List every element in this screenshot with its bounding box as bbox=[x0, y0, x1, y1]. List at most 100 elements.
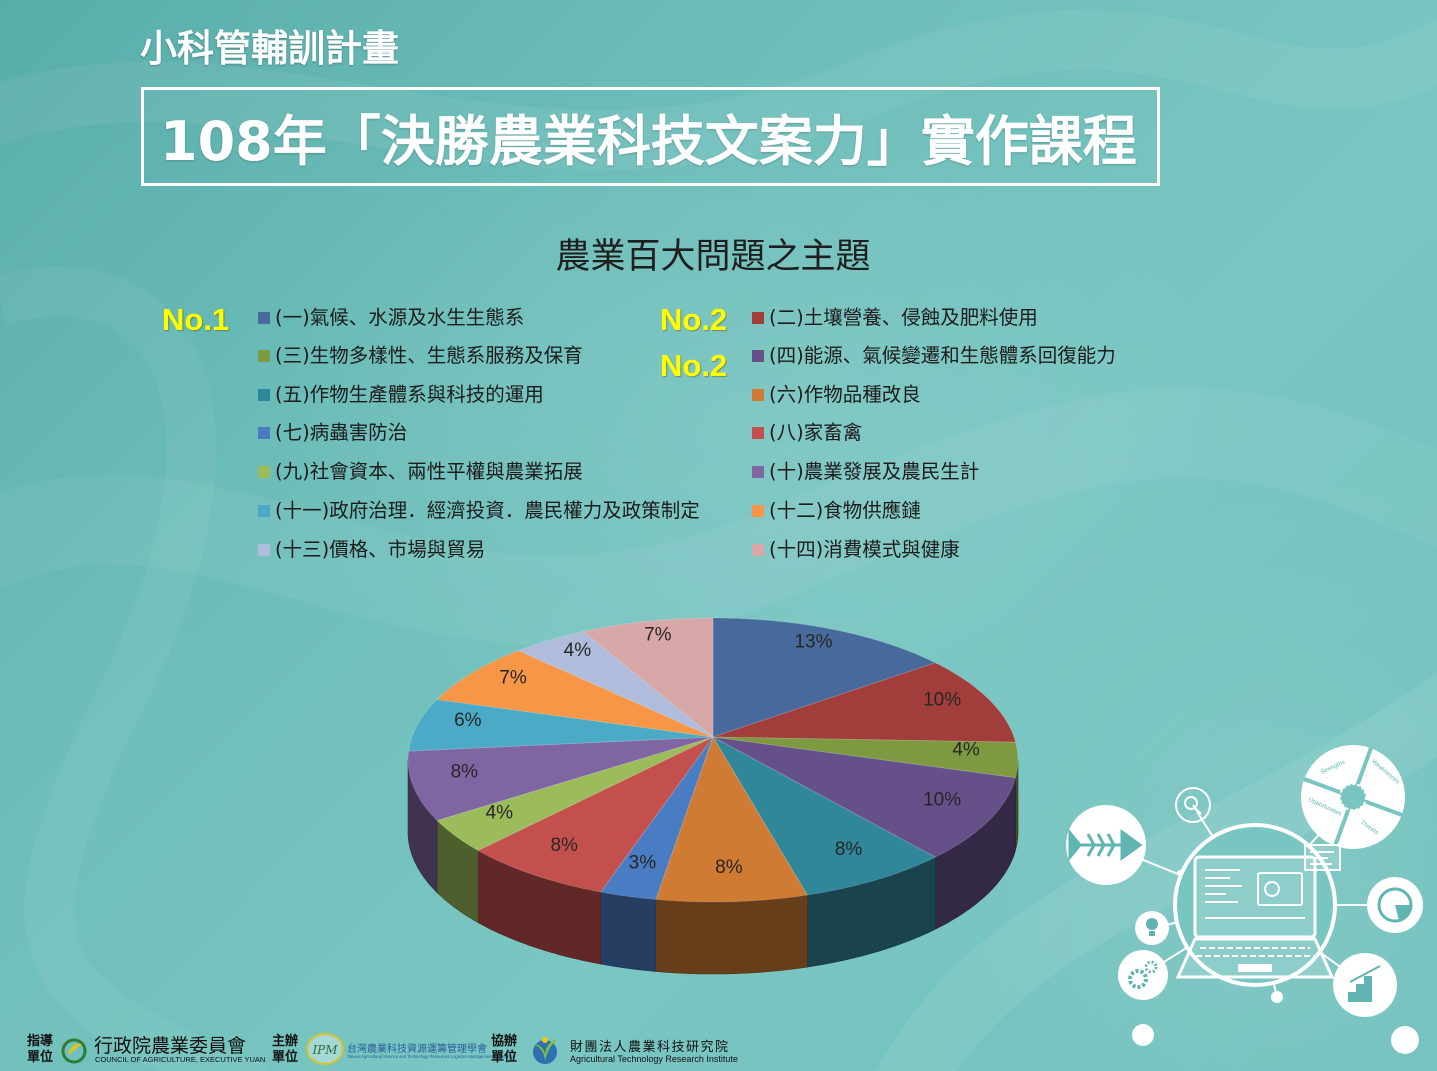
fish-head bbox=[1120, 829, 1143, 861]
legend-item: (十)農業發展及農民生計 bbox=[752, 461, 979, 483]
pie-slice-side-6 bbox=[655, 894, 808, 975]
legend-swatch bbox=[752, 505, 764, 517]
legend-label: (八)家畜禽 bbox=[769, 421, 863, 444]
magnifier-icon bbox=[1175, 787, 1211, 823]
magnifier-lens bbox=[1184, 796, 1198, 810]
fish-rib bbox=[1096, 833, 1106, 846]
pie-slice-5 bbox=[711, 735, 937, 896]
gear-large bbox=[1128, 969, 1148, 989]
pie-slice-9 bbox=[436, 736, 714, 851]
co-organizer-role: 協辦 單位 bbox=[491, 1034, 521, 1066]
supervisor-name-en: COUNCIL OF AGRICULTURE, EXECUTIVE YUAN bbox=[95, 1055, 266, 1064]
course-title: 108年「決勝農業科技文案力」實作課程 bbox=[160, 110, 1137, 173]
legend-swatch bbox=[258, 389, 270, 401]
fish-rib bbox=[1086, 844, 1096, 857]
swot-center-gear bbox=[1339, 783, 1367, 811]
pie-slices bbox=[407, 617, 1019, 903]
legend-item: (十四)消費模式與健康 bbox=[752, 539, 960, 561]
fishbone-icon bbox=[1066, 805, 1146, 885]
pie-slice-12 bbox=[436, 650, 714, 738]
role-label: 單位 bbox=[272, 1050, 299, 1065]
legend-item: (五)作物生產體系與科技的運用 bbox=[258, 384, 544, 406]
organizer-name-en: Taiwan Agricultural Science and Technolo… bbox=[347, 1054, 515, 1059]
pie-icon-wedge bbox=[1395, 905, 1411, 921]
council-logo bbox=[61, 1038, 87, 1064]
legend-item: (七)病蟲害防治 bbox=[258, 422, 407, 444]
legend-swatch bbox=[258, 350, 270, 362]
fish-rib bbox=[1106, 844, 1116, 857]
legend-label: (二)土壤營養、侵蝕及肥料使用 bbox=[769, 306, 1038, 329]
legend-item: (十二)食物供應鏈 bbox=[752, 500, 921, 522]
laptop-icon bbox=[1173, 823, 1337, 987]
legend-swatch bbox=[258, 466, 270, 478]
legend-swatch bbox=[258, 544, 270, 556]
co-organizer-name: 財團法人農業科技研究院 bbox=[570, 1040, 730, 1055]
pie-data-label: 6% bbox=[454, 710, 482, 731]
legend-label: (十四)消費模式與健康 bbox=[769, 538, 960, 561]
bulb-glass bbox=[1146, 918, 1158, 930]
legend-swatch bbox=[752, 350, 764, 362]
fish-skeleton bbox=[1068, 828, 1143, 862]
pie-data-label: 8% bbox=[835, 839, 863, 860]
gears-circle bbox=[1118, 950, 1168, 1000]
pie-data-label: 8% bbox=[550, 835, 578, 856]
pie-slice-6 bbox=[655, 736, 808, 903]
organizer-role: 主辦 單位 bbox=[272, 1034, 302, 1066]
chart-arrow bbox=[1349, 965, 1381, 983]
pie-chart: 13% 10% 4% 10% 8% 8% 3% 8% 4% 8% 6% 7% 4% 7% bbox=[407, 617, 1019, 975]
document-card-icon bbox=[1304, 844, 1341, 871]
gears-icon bbox=[1118, 950, 1168, 1000]
screen-lines bbox=[1205, 869, 1305, 919]
pie-slice-3 bbox=[712, 736, 1019, 779]
legend-swatch bbox=[752, 466, 764, 478]
legend-swatch bbox=[258, 312, 270, 324]
legend-item: (二)土壤營養、侵蝕及肥料使用 bbox=[752, 307, 1038, 329]
legend-item: (三)生物多樣性、生態系服務及保育 bbox=[258, 345, 583, 367]
pie-slice-2 bbox=[712, 662, 1017, 743]
legend-label: (七)病蟲害防治 bbox=[275, 421, 408, 444]
logo-ring bbox=[306, 1033, 344, 1065]
role-label: 指導 bbox=[27, 1034, 54, 1049]
pie-data-label: 8% bbox=[715, 857, 743, 878]
pie-slice-8 bbox=[477, 736, 714, 893]
screen-gauge-panel bbox=[1257, 872, 1303, 906]
laptop-ring bbox=[1173, 823, 1337, 987]
pie-slice-11 bbox=[408, 699, 714, 752]
chart-title: 農業百大問題之主題 bbox=[555, 237, 871, 277]
decor-dot bbox=[1271, 991, 1283, 1003]
legend-swatch bbox=[258, 427, 270, 439]
keyboard-keys bbox=[1196, 947, 1314, 957]
legend-label: (一)氣候、水源及水生生態系 bbox=[275, 306, 525, 329]
pie-slice-1 bbox=[712, 617, 937, 738]
legend-item: (十三)價格、市場與貿易 bbox=[258, 539, 485, 561]
growth-chart-icon bbox=[1333, 953, 1397, 1017]
pie-data-label: 7% bbox=[644, 625, 672, 646]
pie-slice-14 bbox=[582, 617, 714, 738]
legend-label: (十三)價格、市場與貿易 bbox=[275, 538, 486, 561]
legend-item: (十一)政府治理．經濟投資．農民權力及政策制定 bbox=[258, 500, 700, 522]
legend-label: (三)生物多樣性、生態系服務及保育 bbox=[275, 344, 583, 367]
legend-label: (九)社會資本、兩性平權與農業拓展 bbox=[275, 460, 583, 483]
magnifier-handle bbox=[1194, 807, 1202, 815]
pie-data-label: 4% bbox=[564, 640, 592, 661]
pie-slice-10 bbox=[407, 736, 714, 821]
pie-data-labels: 13% 10% 4% 10% 8% 8% 3% 8% 4% 8% 6% 7% 4% 7% bbox=[451, 625, 980, 879]
pie-side-walls bbox=[407, 760, 1019, 975]
wave bbox=[0, 9, 1437, 170]
legend-item: (八)家畜禽 bbox=[752, 422, 862, 444]
atri-logo bbox=[533, 1037, 558, 1064]
legend-swatch bbox=[752, 427, 764, 439]
legend-label: (十一)政府治理．經濟投資．農民權力及政策制定 bbox=[275, 499, 700, 522]
logo-seed bbox=[542, 1037, 548, 1043]
rank-badge-no1: No.1 bbox=[162, 302, 230, 337]
logo-ring bbox=[61, 1038, 87, 1064]
legend-label: (六)作物品種改良 bbox=[769, 383, 921, 406]
decor-dot bbox=[1391, 1026, 1419, 1054]
pie-data-label: 4% bbox=[486, 803, 514, 824]
pie-data-label: 8% bbox=[451, 762, 479, 783]
pie-data-label: 13% bbox=[794, 631, 832, 652]
magnifier-ring bbox=[1175, 787, 1211, 823]
fish-rib bbox=[1086, 833, 1096, 846]
wave bbox=[0, 388, 1437, 646]
pie-data-label: 7% bbox=[499, 667, 527, 688]
